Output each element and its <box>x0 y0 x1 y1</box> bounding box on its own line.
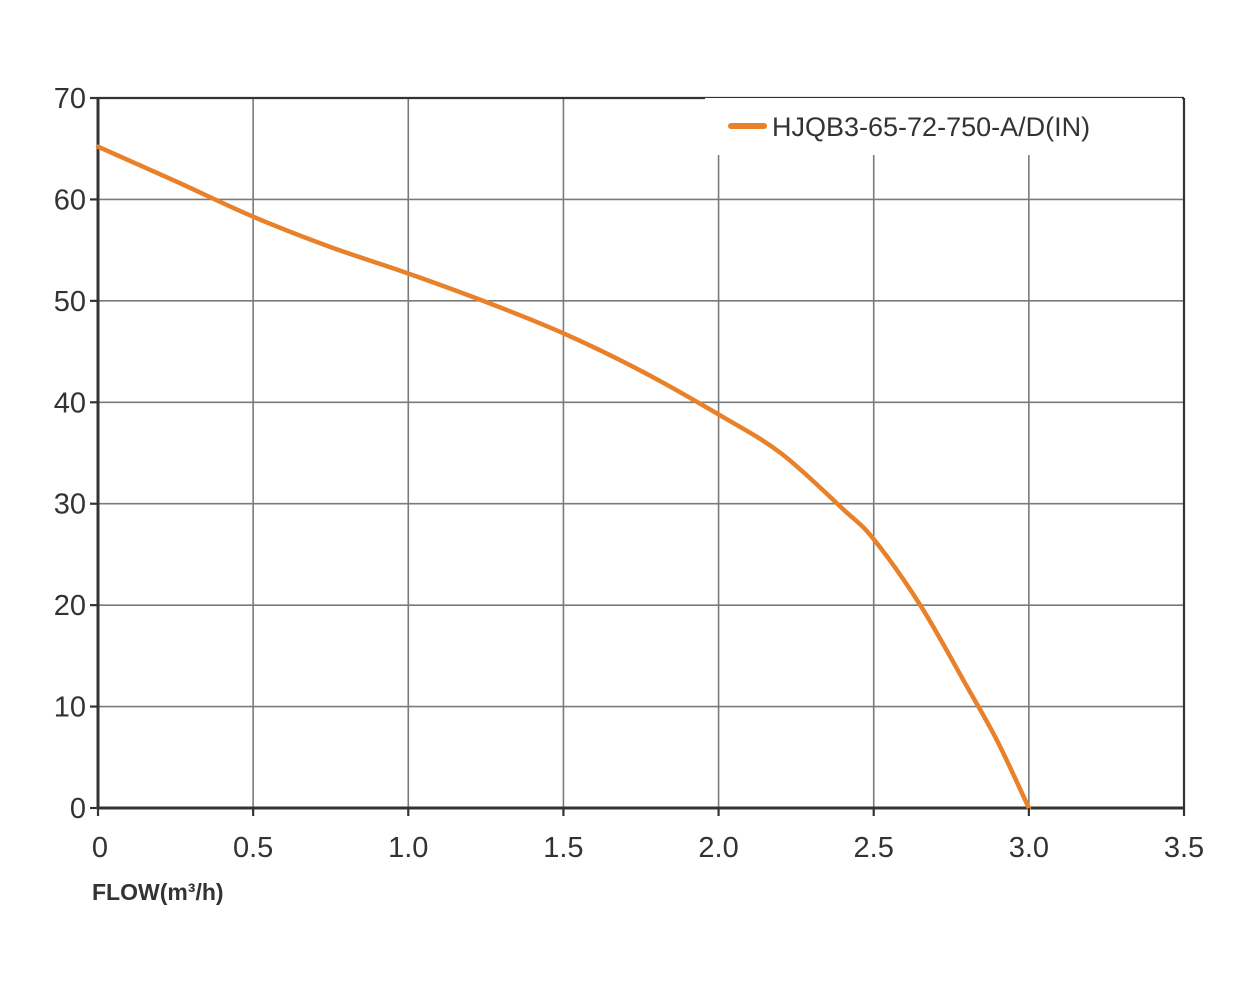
y-tick-labels: 0 10 20 30 40 50 60 70 <box>54 83 98 825</box>
legend: HJQB3-65-72-750-A/D(IN) <box>705 98 1182 153</box>
y-tick-label: 0 <box>70 793 86 825</box>
y-tick-label: 60 <box>54 184 86 216</box>
y-tick-label: 50 <box>54 286 86 318</box>
y-tick-label: 10 <box>54 692 86 724</box>
y-tick-label: 70 <box>54 83 86 115</box>
series-lines <box>95 144 1032 811</box>
x-tick-label: 2.5 <box>854 832 894 864</box>
y-tick-label: 20 <box>54 590 86 622</box>
x-tick-label: 0.5 <box>233 832 273 864</box>
y-tick-label: 40 <box>54 387 86 419</box>
x-tick-labels: 0 0.5 1.0 1.5 2.0 2.5 3.0 3.5 <box>92 808 1204 864</box>
x-tick-label: 1.5 <box>543 832 583 864</box>
x-tick-label: 2.0 <box>698 832 738 864</box>
x-tick-label: 3.0 <box>1009 832 1049 864</box>
legend-background <box>705 98 1182 153</box>
legend-label: HJQB3-65-72-750-A/D(IN) <box>772 112 1090 142</box>
grid-lines <box>98 98 1184 808</box>
y-tick-label: 30 <box>54 489 86 521</box>
plot-frame <box>96 96 1186 810</box>
x-tick-label: 3.5 <box>1164 832 1204 864</box>
series-line <box>95 144 1032 811</box>
x-tick-label: 1.0 <box>388 832 428 864</box>
x-tick-label: 0 <box>92 832 108 864</box>
x-axis-title: FLOW(m³/h) <box>92 879 224 905</box>
